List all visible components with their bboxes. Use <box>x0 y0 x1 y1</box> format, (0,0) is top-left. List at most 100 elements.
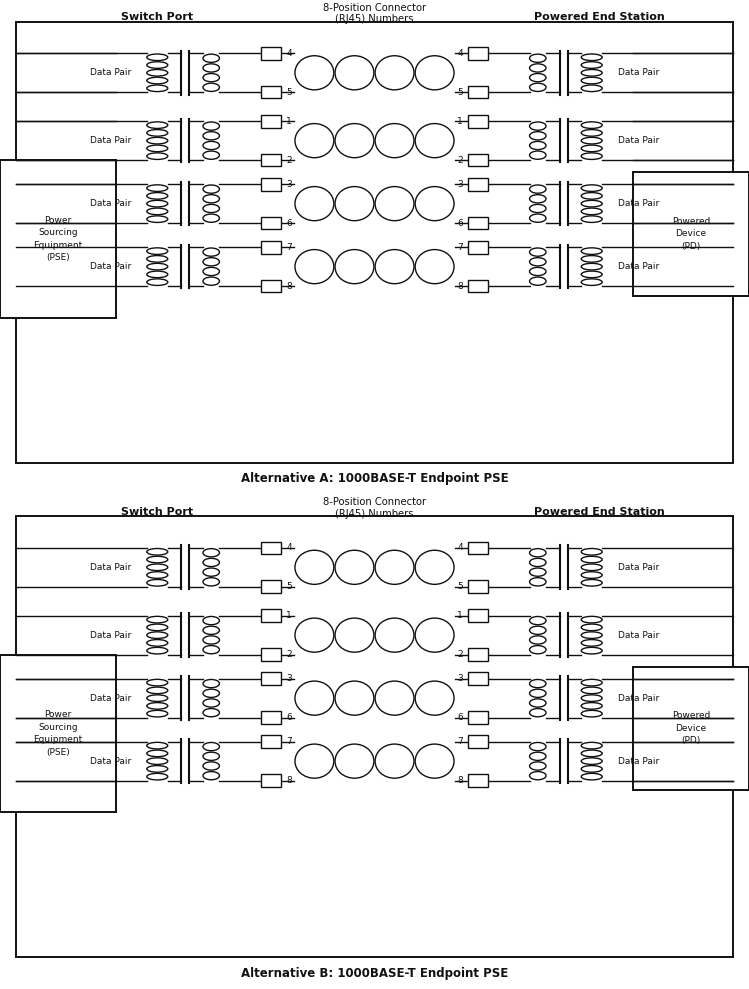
Ellipse shape <box>581 193 602 199</box>
Ellipse shape <box>530 771 546 779</box>
Ellipse shape <box>203 753 219 761</box>
Ellipse shape <box>147 765 168 772</box>
FancyBboxPatch shape <box>468 581 488 593</box>
Ellipse shape <box>581 687 602 693</box>
FancyBboxPatch shape <box>468 47 488 59</box>
Ellipse shape <box>203 54 219 62</box>
Ellipse shape <box>203 195 219 203</box>
FancyBboxPatch shape <box>261 581 281 593</box>
Ellipse shape <box>203 616 219 625</box>
Text: 7: 7 <box>286 242 292 252</box>
Ellipse shape <box>203 689 219 697</box>
Text: 1: 1 <box>286 611 292 620</box>
Ellipse shape <box>203 277 219 285</box>
Ellipse shape <box>581 556 602 563</box>
Ellipse shape <box>581 702 602 709</box>
Ellipse shape <box>147 85 168 92</box>
Text: Data Pair: Data Pair <box>90 199 131 208</box>
Ellipse shape <box>335 550 374 584</box>
Ellipse shape <box>415 55 454 90</box>
Ellipse shape <box>375 55 414 90</box>
Ellipse shape <box>295 249 334 284</box>
Text: 1: 1 <box>286 117 292 126</box>
Ellipse shape <box>581 743 602 749</box>
Ellipse shape <box>147 648 168 654</box>
Text: 3: 3 <box>457 180 463 189</box>
Ellipse shape <box>335 618 374 652</box>
Ellipse shape <box>147 750 168 757</box>
FancyBboxPatch shape <box>633 667 749 790</box>
Ellipse shape <box>203 64 219 72</box>
Ellipse shape <box>581 137 602 144</box>
Ellipse shape <box>581 679 602 686</box>
Text: 6: 6 <box>286 219 292 227</box>
Text: 7: 7 <box>457 242 463 252</box>
Ellipse shape <box>203 258 219 266</box>
Ellipse shape <box>335 187 374 221</box>
Text: 3: 3 <box>457 674 463 683</box>
Ellipse shape <box>147 687 168 693</box>
Ellipse shape <box>147 556 168 563</box>
Ellipse shape <box>147 758 168 764</box>
FancyBboxPatch shape <box>261 47 281 59</box>
Ellipse shape <box>581 632 602 639</box>
Ellipse shape <box>530 258 546 266</box>
FancyBboxPatch shape <box>468 673 488 685</box>
FancyBboxPatch shape <box>468 241 488 253</box>
Ellipse shape <box>415 681 454 715</box>
Ellipse shape <box>581 640 602 646</box>
Text: Power
Sourcing
Equipment
(PSE): Power Sourcing Equipment (PSE) <box>34 710 82 757</box>
Text: Data Pair: Data Pair <box>90 563 131 572</box>
Text: 8: 8 <box>286 776 292 785</box>
Ellipse shape <box>581 710 602 717</box>
FancyBboxPatch shape <box>261 736 281 748</box>
Text: 8-Position Connector
(RJ45) Numbers: 8-Position Connector (RJ45) Numbers <box>323 3 426 25</box>
Text: 2: 2 <box>286 155 292 164</box>
Text: Data Pair: Data Pair <box>90 693 131 702</box>
Text: Power
Sourcing
Equipment
(PSE): Power Sourcing Equipment (PSE) <box>34 216 82 262</box>
Ellipse shape <box>530 743 546 751</box>
Ellipse shape <box>203 185 219 193</box>
FancyBboxPatch shape <box>468 280 488 293</box>
Text: Data Pair: Data Pair <box>618 199 659 208</box>
Ellipse shape <box>147 61 168 68</box>
Ellipse shape <box>581 773 602 780</box>
Ellipse shape <box>581 624 602 631</box>
Ellipse shape <box>530 83 546 91</box>
Ellipse shape <box>375 618 414 652</box>
Ellipse shape <box>295 55 334 90</box>
Ellipse shape <box>147 640 168 646</box>
Ellipse shape <box>203 646 219 654</box>
Ellipse shape <box>581 145 602 151</box>
Ellipse shape <box>203 679 219 687</box>
Ellipse shape <box>203 626 219 634</box>
Ellipse shape <box>147 564 168 571</box>
Ellipse shape <box>147 130 168 136</box>
Text: 8: 8 <box>286 282 292 291</box>
Ellipse shape <box>295 681 334 715</box>
Ellipse shape <box>375 550 414 584</box>
Text: Switch Port: Switch Port <box>121 506 193 516</box>
Ellipse shape <box>415 124 454 157</box>
Ellipse shape <box>147 255 168 262</box>
Ellipse shape <box>375 744 414 778</box>
Ellipse shape <box>581 695 602 701</box>
FancyBboxPatch shape <box>261 711 281 724</box>
Text: 6: 6 <box>457 219 463 227</box>
Ellipse shape <box>203 267 219 276</box>
Ellipse shape <box>530 277 546 285</box>
Text: 4: 4 <box>286 48 292 58</box>
Ellipse shape <box>147 145 168 151</box>
Ellipse shape <box>147 773 168 780</box>
Ellipse shape <box>415 618 454 652</box>
Ellipse shape <box>581 765 602 772</box>
FancyBboxPatch shape <box>261 115 281 128</box>
FancyBboxPatch shape <box>468 86 488 99</box>
Ellipse shape <box>147 695 168 701</box>
FancyBboxPatch shape <box>468 648 488 661</box>
Ellipse shape <box>581 616 602 623</box>
FancyBboxPatch shape <box>261 241 281 253</box>
Ellipse shape <box>530 132 546 139</box>
Ellipse shape <box>203 205 219 213</box>
Ellipse shape <box>147 54 168 60</box>
